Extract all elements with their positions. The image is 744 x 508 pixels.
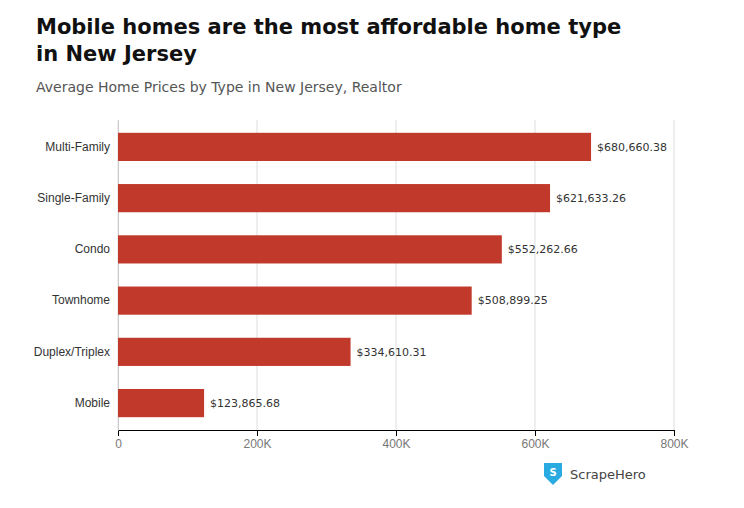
title-group: Mobile homes are the most affordable hom… — [36, 15, 621, 95]
y-tick: Single-Family — [37, 191, 118, 205]
y-tick: Multi-Family — [45, 140, 118, 154]
data-label: $508,899.25 — [478, 294, 548, 307]
y-tick: Duplex/Triplex — [34, 345, 118, 359]
y-tick-label: Multi-Family — [45, 140, 110, 154]
y-tick: Mobile — [75, 396, 118, 410]
bar — [118, 184, 550, 212]
plot: 0 200K 400K 600K 800K Multi-Family Single-Fami… — [34, 120, 689, 451]
bar — [118, 235, 502, 263]
x-tick-label: 400K — [382, 437, 410, 451]
y-axis: Multi-Family Single-Family Condo Townhome Du… — [34, 121, 119, 431]
y-tick-label: Duplex/Triplex — [34, 345, 110, 359]
x-tick-mark — [118, 430, 119, 436]
x-tick-label: 0 — [115, 437, 122, 451]
bar — [118, 287, 472, 315]
logo-shield — [544, 463, 562, 485]
grid-line — [396, 120, 397, 430]
x-tick-label: 200K — [243, 437, 271, 451]
y-tick-label: Mobile — [75, 396, 111, 410]
logo-badge-text: S — [549, 467, 556, 478]
grid — [118, 120, 674, 430]
x-tick: 200K — [243, 430, 271, 451]
x-tick-mark — [257, 430, 258, 436]
data-label: $621,633.26 — [556, 192, 626, 205]
title: Mobile homes are the most affordable hom… — [36, 15, 621, 39]
data-label: $334,610.31 — [357, 346, 427, 359]
chart-svg: Mobile homes are the most affordable hom… — [0, 0, 744, 508]
data-label: $680,660.38 — [597, 141, 667, 154]
data-labels: $680,660.38 $621,633.26 $552,262.66 $508,89… — [210, 141, 667, 410]
grid-line — [118, 120, 119, 430]
x-tick-label: 600K — [521, 437, 549, 451]
grid-line — [257, 120, 258, 430]
grid-line — [535, 120, 536, 430]
y-tick-label: Single-Family — [37, 191, 110, 205]
y-tick: Townhome — [52, 293, 118, 307]
x-axis: 0 200K 400K 600K 800K — [115, 430, 688, 451]
logo: S ScrapeHero — [544, 463, 646, 485]
bar — [118, 338, 351, 366]
bar — [118, 133, 591, 161]
x-tick: 800K — [660, 430, 688, 451]
x-tick-mark — [674, 430, 675, 436]
x-tick: 400K — [382, 430, 410, 451]
x-tick: 0 — [115, 430, 122, 451]
logo-text: ScrapeHero — [570, 467, 646, 482]
data-label: $552,262.66 — [508, 243, 578, 256]
y-tick-label: Condo — [75, 242, 111, 256]
y-tick: Condo — [75, 242, 118, 256]
x-tick-label: 800K — [660, 437, 688, 451]
bars — [118, 133, 591, 417]
data-label: $123,865.68 — [210, 397, 280, 410]
y-axis-line — [118, 121, 119, 431]
bar — [118, 389, 204, 417]
x-tick-mark — [396, 430, 397, 436]
y-tick-label: Townhome — [52, 293, 110, 307]
x-tick: 600K — [521, 430, 549, 451]
title: in New Jersey — [36, 42, 197, 66]
x-tick-mark — [535, 430, 536, 436]
subtitle: Average Home Prices by Type in New Jerse… — [36, 79, 402, 95]
grid-line — [674, 120, 675, 430]
